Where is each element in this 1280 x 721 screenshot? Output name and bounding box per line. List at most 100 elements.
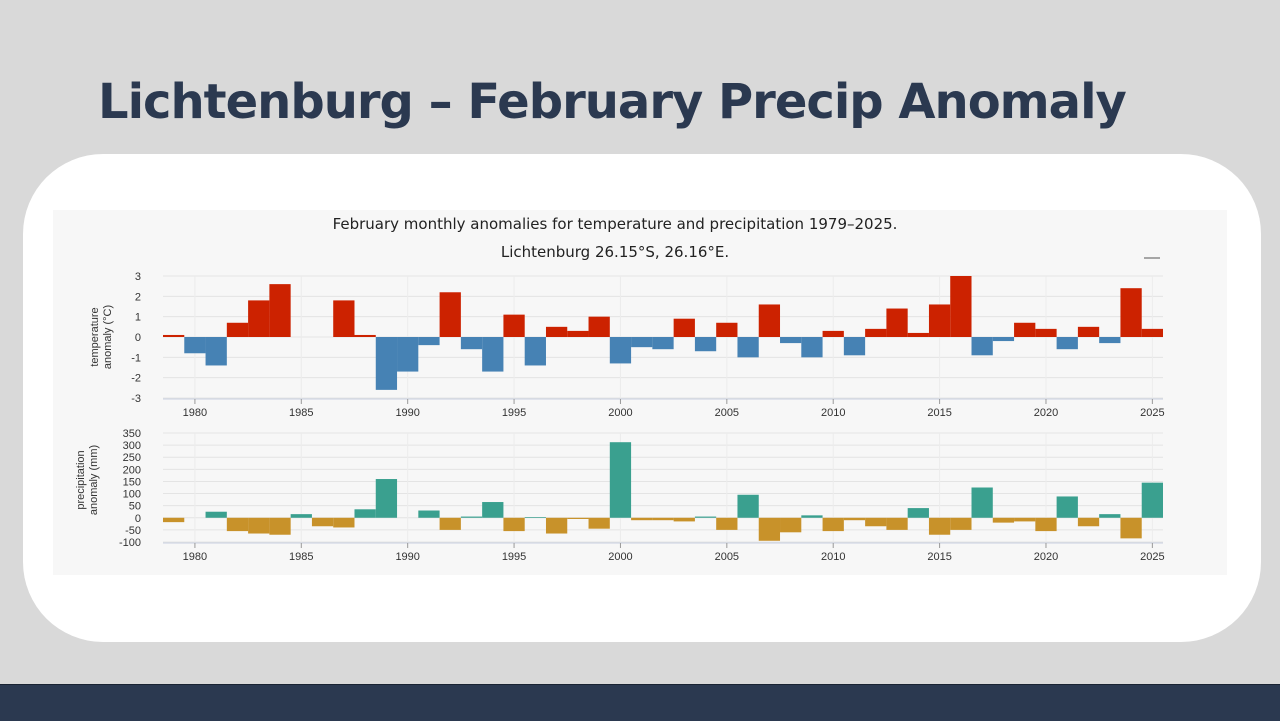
precip-bar-1982 (226, 517, 249, 532)
temp-bar-1990 (397, 337, 419, 372)
precip-xtick-label: 1995 (502, 551, 526, 563)
temp-xtick-label: 2005 (715, 407, 739, 419)
precip-bar-2002 (652, 517, 674, 521)
anomaly-chart: February monthly anomalies for temperatu… (75, 215, 1165, 563)
precip-bar-2024 (1120, 517, 1142, 539)
precip-bar-2012 (865, 517, 887, 527)
temp-ytick-label: -2 (131, 373, 141, 385)
precip-bar-2000 (609, 442, 632, 518)
temp-bar-2014 (907, 332, 929, 337)
precip-bar-2005 (716, 517, 738, 530)
chart-title: February monthly anomalies for temperatu… (333, 215, 898, 233)
precip-bar-1994 (482, 502, 504, 518)
precip-ytick-label: 300 (123, 440, 141, 452)
precip-bar-2018 (992, 517, 1015, 523)
temp-bar-1983 (248, 300, 270, 337)
temp-bar-2003 (673, 318, 695, 337)
temp-bar-2019 (1014, 322, 1036, 337)
precip-bar-1986 (311, 517, 334, 527)
temp-xtick-label: 1995 (502, 407, 526, 419)
precip-bar-1998 (567, 517, 589, 519)
precip-bar-1984 (269, 517, 291, 535)
precip-bar-2025 (1141, 482, 1163, 518)
precip-bar-1999 (588, 517, 610, 529)
precip-bar-2010 (822, 517, 844, 532)
temp-bar-1993 (460, 337, 483, 350)
temp-bar-2012 (865, 328, 887, 337)
precip-bar-2020 (1035, 517, 1057, 532)
chart-panel: February monthly anomalies for temperatu… (53, 210, 1227, 575)
temp-ytick-label: 2 (135, 291, 141, 303)
precip-ytick-label: 150 (123, 476, 141, 488)
precip-bar-2009 (801, 515, 823, 518)
temp-bar-2021 (1056, 337, 1078, 350)
temp-xtick-label: 2010 (821, 407, 845, 419)
temp-xtick-label: 2015 (927, 407, 951, 419)
temp-bar-1981 (205, 337, 227, 366)
precip-ytick-label: -50 (125, 525, 141, 537)
precip-xtick-label: 2025 (1140, 551, 1164, 563)
temp-xtick-label: 1980 (183, 407, 207, 419)
temp-xtick-label: 2020 (1034, 407, 1058, 419)
precip-bar-1985 (290, 514, 312, 518)
temp-bar-1988 (354, 334, 376, 337)
temp-bar-2024 (1120, 288, 1142, 337)
precip-xtick-label: 1990 (395, 551, 419, 563)
precip-bar-2011 (843, 517, 866, 521)
precip-bar-2014 (907, 508, 929, 518)
precip-xtick-label: 1980 (183, 551, 207, 563)
precipitation-ylabel-line2: anomaly (mm) (88, 445, 100, 515)
temp-bar-1997 (545, 326, 568, 337)
temp-bar-1991 (418, 337, 440, 346)
temp-xtick-label: 1990 (395, 407, 419, 419)
temp-bar-2020 (1035, 328, 1057, 337)
precip-bar-1996 (524, 517, 546, 518)
temp-bar-2001 (631, 337, 653, 348)
temp-bar-1996 (524, 337, 546, 366)
temp-bar-1982 (226, 322, 249, 337)
precip-ytick-label: -100 (119, 537, 141, 549)
temp-bar-2025 (1141, 328, 1163, 337)
precip-ytick-label: 200 (123, 464, 141, 476)
temp-ytick-label: 1 (135, 312, 141, 324)
slide-title: Lichtenburg – February Precip Anomaly (98, 74, 1127, 130)
temp-bar-2006 (737, 337, 759, 358)
temp-ytick-label: -3 (131, 393, 141, 405)
temperature-ylabel-line2: anomaly (°C) (102, 305, 114, 369)
temp-bar-1979 (163, 334, 185, 337)
precip-bar-2019 (1014, 517, 1036, 522)
precip-xtick-label: 2015 (927, 551, 951, 563)
precip-bar-2016 (950, 517, 972, 530)
precip-bar-2008 (780, 517, 802, 533)
precip-ytick-label: 250 (123, 452, 141, 464)
temp-bar-2017 (971, 337, 993, 356)
precip-bar-2017 (971, 487, 993, 518)
temp-bar-1999 (588, 316, 610, 337)
precip-ytick-label: 100 (123, 489, 141, 501)
precip-bar-2023 (1099, 514, 1121, 518)
precip-bar-2013 (886, 517, 908, 530)
precip-bar-1987 (333, 517, 355, 528)
precip-ytick-label: 350 (123, 428, 141, 440)
temp-bar-2002 (652, 337, 674, 350)
precip-xtick-label: 2010 (821, 551, 845, 563)
temperature-ylabel-line1: temperature (89, 307, 101, 366)
temp-bar-1992 (439, 292, 461, 337)
temp-bar-2016 (950, 276, 972, 337)
precip-bar-1988 (354, 509, 376, 518)
precip-bar-1993 (460, 516, 483, 518)
precip-bar-2004 (694, 516, 717, 518)
temp-bar-2000 (609, 337, 632, 364)
temp-bar-2010 (822, 330, 844, 337)
temp-bar-2009 (801, 337, 823, 358)
temp-bar-1989 (375, 337, 398, 390)
temp-xtick-label: 2025 (1140, 407, 1164, 419)
temp-bar-2005 (716, 322, 738, 337)
temp-bar-2018 (992, 337, 1015, 342)
precip-bar-1992 (439, 517, 461, 530)
precip-ytick-label: 50 (129, 501, 141, 513)
temp-bar-2011 (843, 337, 866, 356)
precip-bar-2021 (1056, 496, 1078, 518)
precip-ytick-label: 0 (135, 513, 141, 525)
